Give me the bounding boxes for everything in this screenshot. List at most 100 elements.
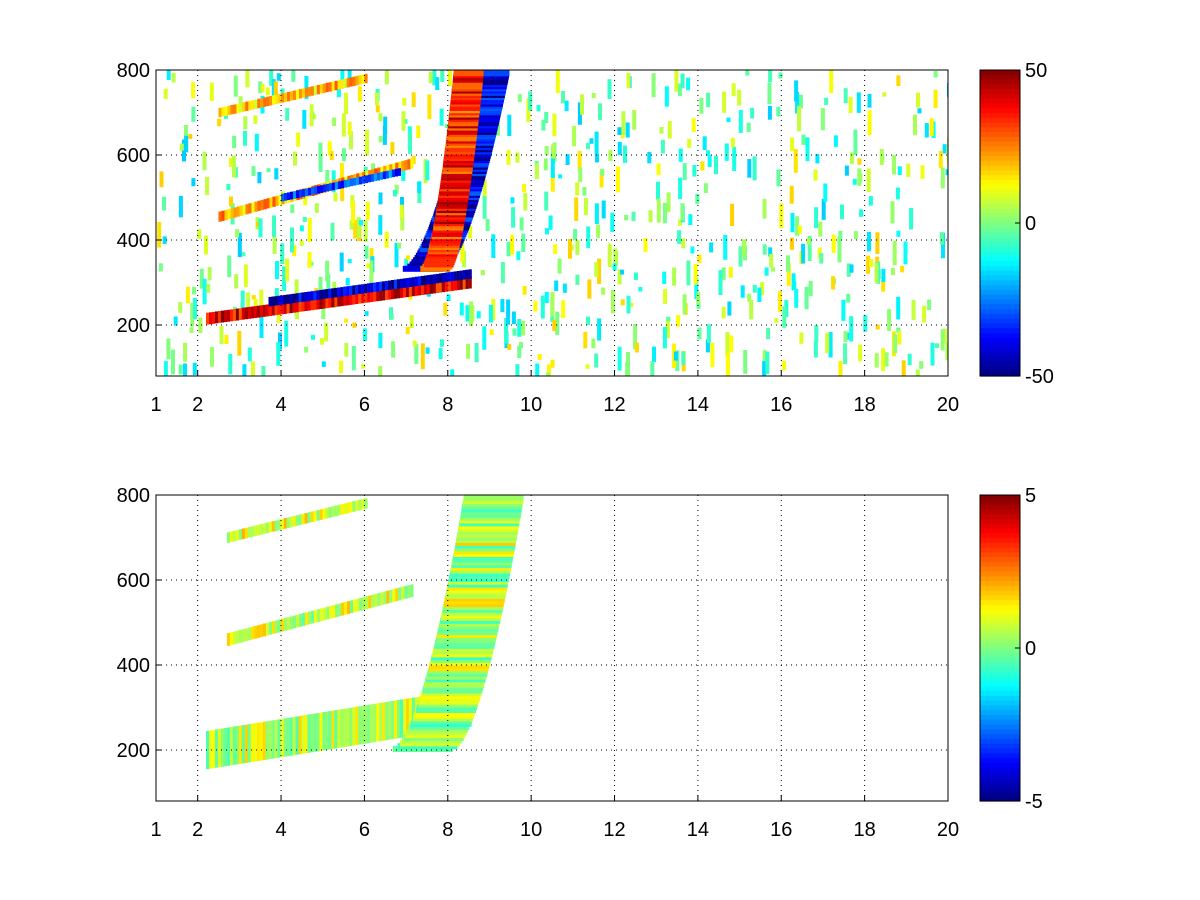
noise-cell <box>786 263 791 287</box>
noise-cell <box>818 221 823 237</box>
noise-cell <box>347 121 352 135</box>
noise-cell <box>521 233 526 252</box>
band-cell <box>292 293 296 303</box>
noise-cell <box>352 322 357 328</box>
band-cell <box>325 183 330 192</box>
noise-cell <box>450 369 455 376</box>
noise-cell <box>391 341 396 358</box>
band-cell <box>411 284 416 297</box>
y-tick-label: 600 <box>117 145 150 167</box>
colorbar-swatch <box>980 313 1020 320</box>
noise-cell <box>820 108 825 131</box>
band-cell <box>310 291 314 301</box>
noise-cell <box>677 83 682 97</box>
band-cell <box>371 594 375 608</box>
band-cell <box>218 107 222 118</box>
noise-cell <box>621 111 626 135</box>
noise-cell <box>909 208 914 230</box>
band-cell <box>328 711 332 750</box>
band-cell <box>352 292 356 305</box>
noise-cell <box>843 88 848 104</box>
noise-cell <box>318 276 323 291</box>
band-cell <box>314 609 318 623</box>
band-cell <box>260 98 264 108</box>
noise-cell <box>405 326 410 335</box>
band-cell <box>379 281 383 291</box>
noise-cell <box>324 322 329 342</box>
band-cell <box>274 296 278 306</box>
noise-cell <box>596 224 601 238</box>
band-cell <box>379 172 383 180</box>
colorbar-swatch <box>980 796 1020 802</box>
band-cell <box>380 592 384 606</box>
noise-cell <box>345 278 350 286</box>
band-cell <box>338 603 342 617</box>
noise-cell <box>747 159 752 178</box>
band-cell <box>283 518 287 529</box>
band-cell <box>283 718 287 757</box>
band-cell <box>444 272 448 282</box>
noise-cell <box>294 279 299 293</box>
noise-cell <box>924 123 929 138</box>
band-cell <box>361 284 365 294</box>
noise-cell <box>795 216 800 236</box>
band-cell <box>364 705 368 744</box>
band-cell <box>328 82 332 92</box>
noise-cell <box>237 330 242 356</box>
noise-cell <box>582 187 587 196</box>
band-cell <box>405 278 410 288</box>
noise-cell <box>651 73 656 98</box>
band-cell <box>337 181 342 189</box>
noise-cell <box>916 92 920 108</box>
band-cell <box>408 284 413 297</box>
noise-cell <box>688 214 693 225</box>
noise-cell <box>336 87 341 98</box>
band-cell <box>399 278 404 289</box>
band-cell <box>235 530 239 541</box>
band-cell <box>334 287 338 298</box>
noise-cell <box>940 167 945 189</box>
band-cell <box>465 269 469 279</box>
noise-cell <box>841 299 846 321</box>
noise-cell <box>897 166 902 175</box>
noise-cell <box>762 244 767 255</box>
noise-cell <box>383 116 388 135</box>
noise-cell <box>369 260 374 286</box>
noise-cell <box>757 287 762 302</box>
band-cell <box>307 298 311 311</box>
noise-cell <box>285 108 290 121</box>
colorbar-swatch <box>980 691 1020 697</box>
band-cell <box>337 80 341 90</box>
band-cell <box>374 593 378 607</box>
noise-cell <box>188 134 193 139</box>
band-cell <box>247 306 251 319</box>
band-cell <box>429 274 433 285</box>
noise-cell <box>927 299 932 311</box>
band-cell <box>402 278 407 288</box>
noise-cell <box>652 346 656 362</box>
noise-cell <box>583 198 588 216</box>
noise-cell <box>474 343 479 363</box>
noise-cell <box>238 96 243 108</box>
noise-cell <box>500 299 505 313</box>
noise-cell <box>378 332 383 349</box>
noise-cell <box>709 242 714 253</box>
noise-cell <box>183 363 187 376</box>
band-cell <box>221 210 225 221</box>
band-cell <box>377 167 381 178</box>
noise-cell <box>482 196 487 219</box>
colorbar-swatch <box>980 93 1020 100</box>
noise-cell <box>364 245 369 259</box>
noise-cell <box>291 70 296 82</box>
noise-cell <box>285 258 290 282</box>
band-cell <box>349 707 353 746</box>
colorbar-swatch <box>980 638 1020 644</box>
noise-cell <box>234 274 239 289</box>
noise-cell <box>575 240 580 255</box>
noise-cell <box>598 103 602 121</box>
band-cell <box>308 611 312 625</box>
band-cell <box>325 82 329 93</box>
colorbar-swatch <box>980 70 1020 76</box>
y-tick-label: 800 <box>117 60 150 82</box>
